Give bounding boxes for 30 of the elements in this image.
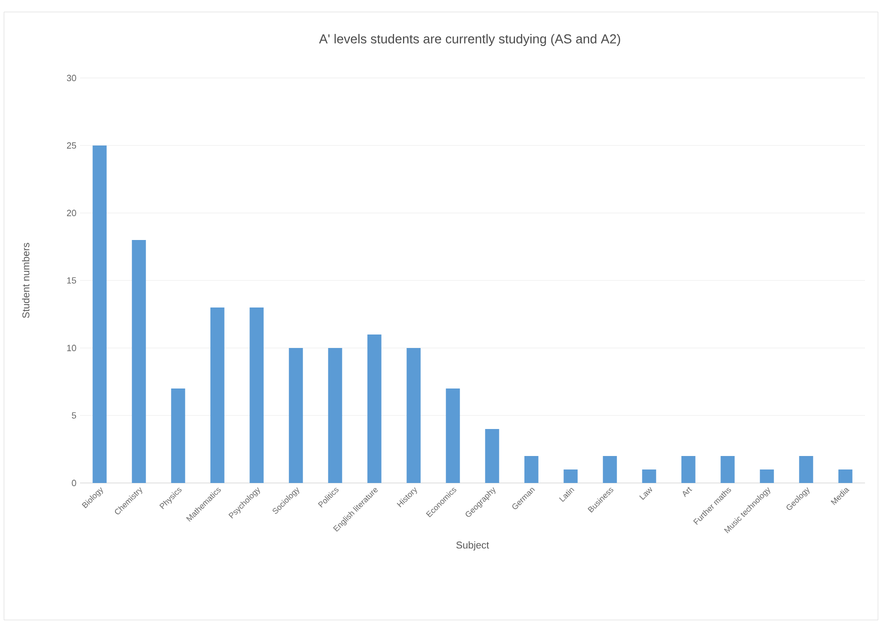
y-tick-label: 5 [72,412,76,419]
bar [328,348,342,483]
bar [838,469,852,483]
bar [367,334,382,483]
bar [210,307,224,483]
bar [720,456,735,483]
bar [642,469,656,483]
bar [485,428,500,483]
bar [406,348,421,483]
y-tick-label: 0 [72,480,76,486]
bar [250,307,264,483]
bar [132,240,146,483]
bar [760,469,774,483]
bar [564,469,578,483]
x-axis-title: Subject [456,541,490,551]
bar [446,388,460,483]
bar [288,348,303,483]
bar [171,388,186,483]
bar [92,145,107,483]
y-tick-label: 10 [67,344,76,352]
y-tick-label: 15 [67,277,76,284]
bar [681,456,696,483]
bar [524,456,538,483]
bar [602,456,617,483]
chart-title: A' levels students are currently studying (AS and A2) [319,34,620,46]
y-axis-title: Student numbers [22,242,30,318]
bar [799,456,814,483]
y-tick-label: 25 [66,142,76,149]
y-tick-label: 30 [66,74,76,82]
y-tick-label: 20 [66,210,76,216]
